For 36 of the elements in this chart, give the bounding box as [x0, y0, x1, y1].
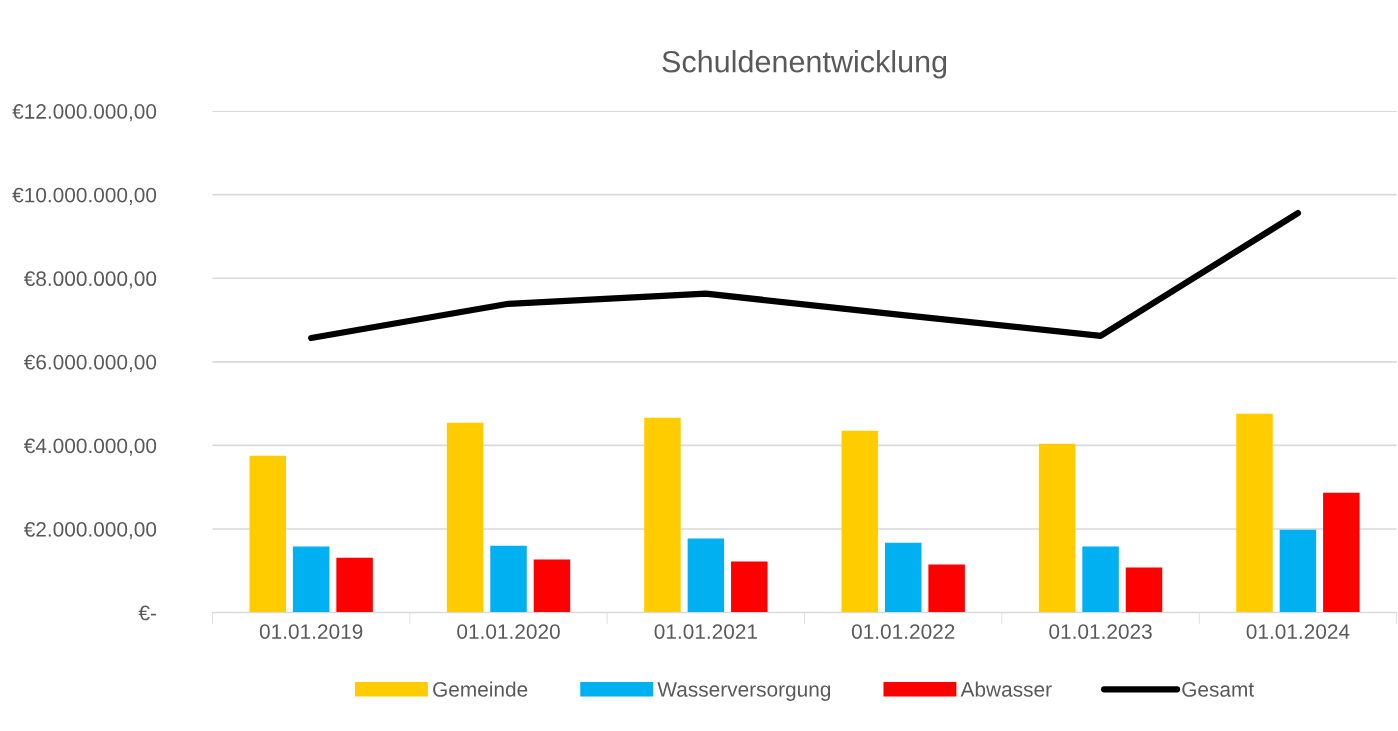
x-tick-label: 01.01.2020: [457, 624, 560, 639]
legend-label: Gesamt: [1182, 682, 1254, 697]
chart-title: Schuldenentwicklung: [662, 50, 947, 79]
bar: [884, 542, 922, 613]
y-tick-label: €-: [138, 605, 157, 621]
bar: [644, 417, 681, 613]
bar: [249, 455, 287, 613]
bar: [1279, 529, 1317, 613]
x-tick-label: 01.01.2023: [1049, 624, 1152, 639]
x-tick-label: 01.01.2021: [654, 624, 757, 639]
y-tick-label: €12.000.000,00: [12, 104, 157, 122]
legend-label: Wasserversorgung: [657, 682, 831, 701]
bar: [490, 545, 527, 613]
bar: [533, 559, 571, 613]
bar: [292, 546, 330, 613]
bar: [446, 422, 484, 613]
bar: [1323, 492, 1360, 613]
bar: [1236, 413, 1273, 613]
y-tick-label: €6.000.000,00: [23, 354, 157, 373]
legend-label: Gemeinde: [433, 681, 528, 697]
x-tick-label: 01.01.2024: [1246, 624, 1350, 639]
bar: [841, 430, 879, 613]
y-tick-label: €10.000.000,00: [12, 187, 157, 205]
y-tick-label: €8.000.000,00: [23, 271, 157, 289]
bar: [1082, 546, 1119, 613]
y-tick-label: €4.000.000,00: [23, 438, 157, 456]
bar: [336, 557, 373, 613]
bar: [687, 538, 725, 613]
x-tick-label: 01.01.2019: [259, 624, 363, 639]
bar: [1125, 567, 1163, 613]
bar: [928, 564, 965, 613]
y-tick-label: €2.000.000,00: [23, 522, 157, 540]
legend-label: Abwasser: [960, 681, 1052, 697]
bar: [1038, 443, 1076, 613]
x-tick-label: 01.01.2022: [851, 624, 955, 639]
bar: [731, 561, 768, 613]
